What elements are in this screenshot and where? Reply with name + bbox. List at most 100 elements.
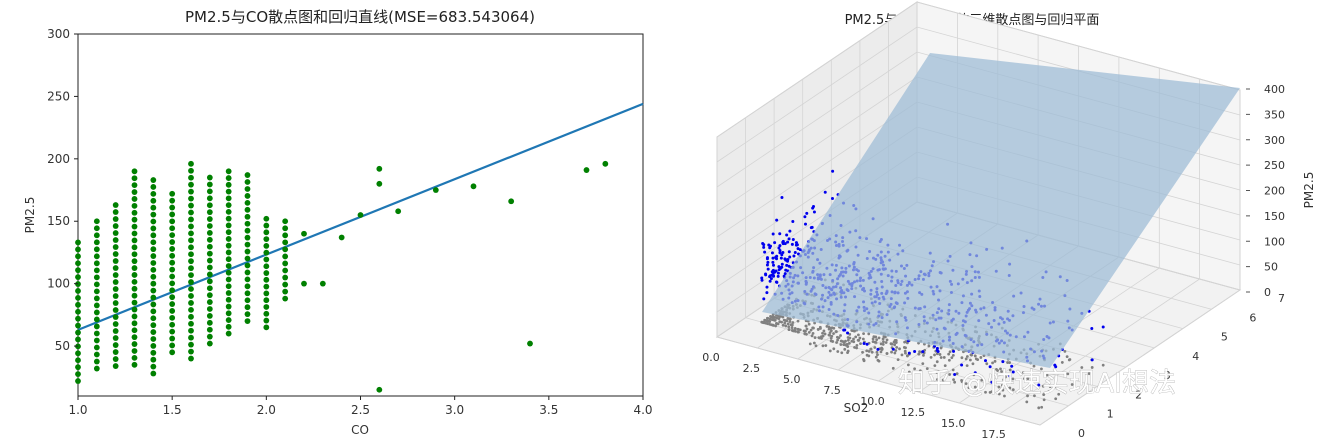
data-point-3d: [791, 237, 795, 241]
projected-point: [766, 316, 769, 320]
projected-point: [939, 356, 943, 359]
projected-point: [1063, 350, 1067, 353]
projected-point: [835, 341, 838, 344]
data-point: [527, 340, 533, 347]
data-point: [206, 257, 213, 264]
projected-point: [855, 346, 858, 350]
data-point-3d: [771, 273, 775, 277]
projected-point: [1008, 361, 1011, 364]
projected-point: [1002, 382, 1006, 386]
data-point: [112, 272, 119, 278]
projected-point: [947, 358, 951, 362]
projected-point: [904, 340, 908, 343]
data-point: [206, 188, 213, 195]
projected-point: [857, 333, 860, 337]
projected-point: [896, 358, 900, 362]
projected-point: [850, 328, 854, 332]
data-point-3d: [1090, 358, 1094, 362]
data-point: [150, 301, 157, 308]
data-point: [169, 190, 176, 197]
data-point: [244, 290, 251, 297]
data-point: [395, 208, 402, 215]
projected-point: [917, 352, 921, 356]
projected-point: [950, 356, 954, 360]
data-point: [169, 259, 176, 266]
data-point: [188, 181, 194, 188]
data-point-3d: [787, 250, 791, 254]
projected-point: [967, 386, 971, 390]
data-point-3d: [793, 250, 797, 254]
projected-point: [875, 338, 879, 342]
data-point: [131, 348, 138, 354]
data-point: [188, 244, 194, 251]
projected-point: [829, 326, 833, 330]
data-point-3d: [780, 262, 784, 266]
data-point: [150, 356, 157, 363]
projected-point: [853, 329, 856, 333]
data-point: [206, 236, 213, 243]
data-point: [150, 308, 157, 315]
data-point: [150, 211, 157, 218]
data-point: [150, 218, 157, 225]
data-point-3d: [775, 254, 779, 258]
data-point: [206, 264, 213, 271]
data-point: [93, 330, 100, 337]
data-point-3d: [775, 280, 779, 284]
projected-point: [845, 342, 849, 346]
data-point: [169, 225, 176, 232]
projected-point: [1022, 371, 1025, 374]
projected-point: [858, 336, 862, 340]
projected-point: [973, 354, 977, 358]
data-point: [75, 371, 81, 377]
data-point: [225, 317, 232, 323]
data-point: [282, 288, 289, 295]
projected-point: [856, 338, 860, 342]
pm25-tick-label: 50: [1264, 261, 1278, 274]
data-point: [244, 318, 251, 325]
data-point: [244, 283, 251, 290]
data-point-3d: [794, 241, 798, 245]
data-point-3d: [810, 225, 814, 229]
data-point: [169, 252, 176, 259]
data-point: [112, 216, 119, 222]
data-point: [93, 365, 100, 372]
projected-point: [933, 364, 937, 368]
data-point: [188, 265, 194, 272]
data-point: [112, 223, 119, 229]
projected-point: [828, 333, 832, 337]
projected-point: [1011, 377, 1015, 381]
projected-point: [997, 392, 1001, 396]
data-point-3d: [1011, 370, 1015, 374]
projected-point: [999, 367, 1002, 371]
data-point: [244, 206, 251, 213]
data-point: [112, 258, 119, 264]
data-point: [188, 306, 194, 313]
data-point: [75, 288, 81, 294]
projected-point: [1066, 372, 1070, 376]
data-point: [263, 236, 270, 243]
projected-point: [825, 324, 829, 328]
data-point: [75, 364, 81, 371]
projected-point: [812, 341, 816, 345]
data-point: [188, 188, 194, 195]
data-point-3d: [771, 232, 775, 236]
projected-point: [1045, 373, 1049, 377]
data-point: [93, 323, 100, 330]
data-point: [169, 349, 176, 356]
co-tick-label: 3: [1164, 369, 1171, 382]
projected-point: [829, 339, 833, 343]
data-point: [244, 186, 251, 192]
data-point: [131, 292, 138, 299]
data-point-3d: [780, 265, 784, 269]
projected-point: [1087, 372, 1091, 376]
data-point: [131, 182, 138, 189]
data-point-3d: [803, 215, 807, 219]
data-point: [188, 160, 194, 167]
projected-point: [1006, 361, 1009, 364]
projected-point: [918, 369, 922, 373]
projected-point: [809, 328, 813, 332]
data-point-3d: [831, 169, 835, 173]
co-tick-label: 6: [1249, 311, 1256, 324]
data-point: [188, 258, 194, 265]
projected-point: [814, 344, 818, 348]
